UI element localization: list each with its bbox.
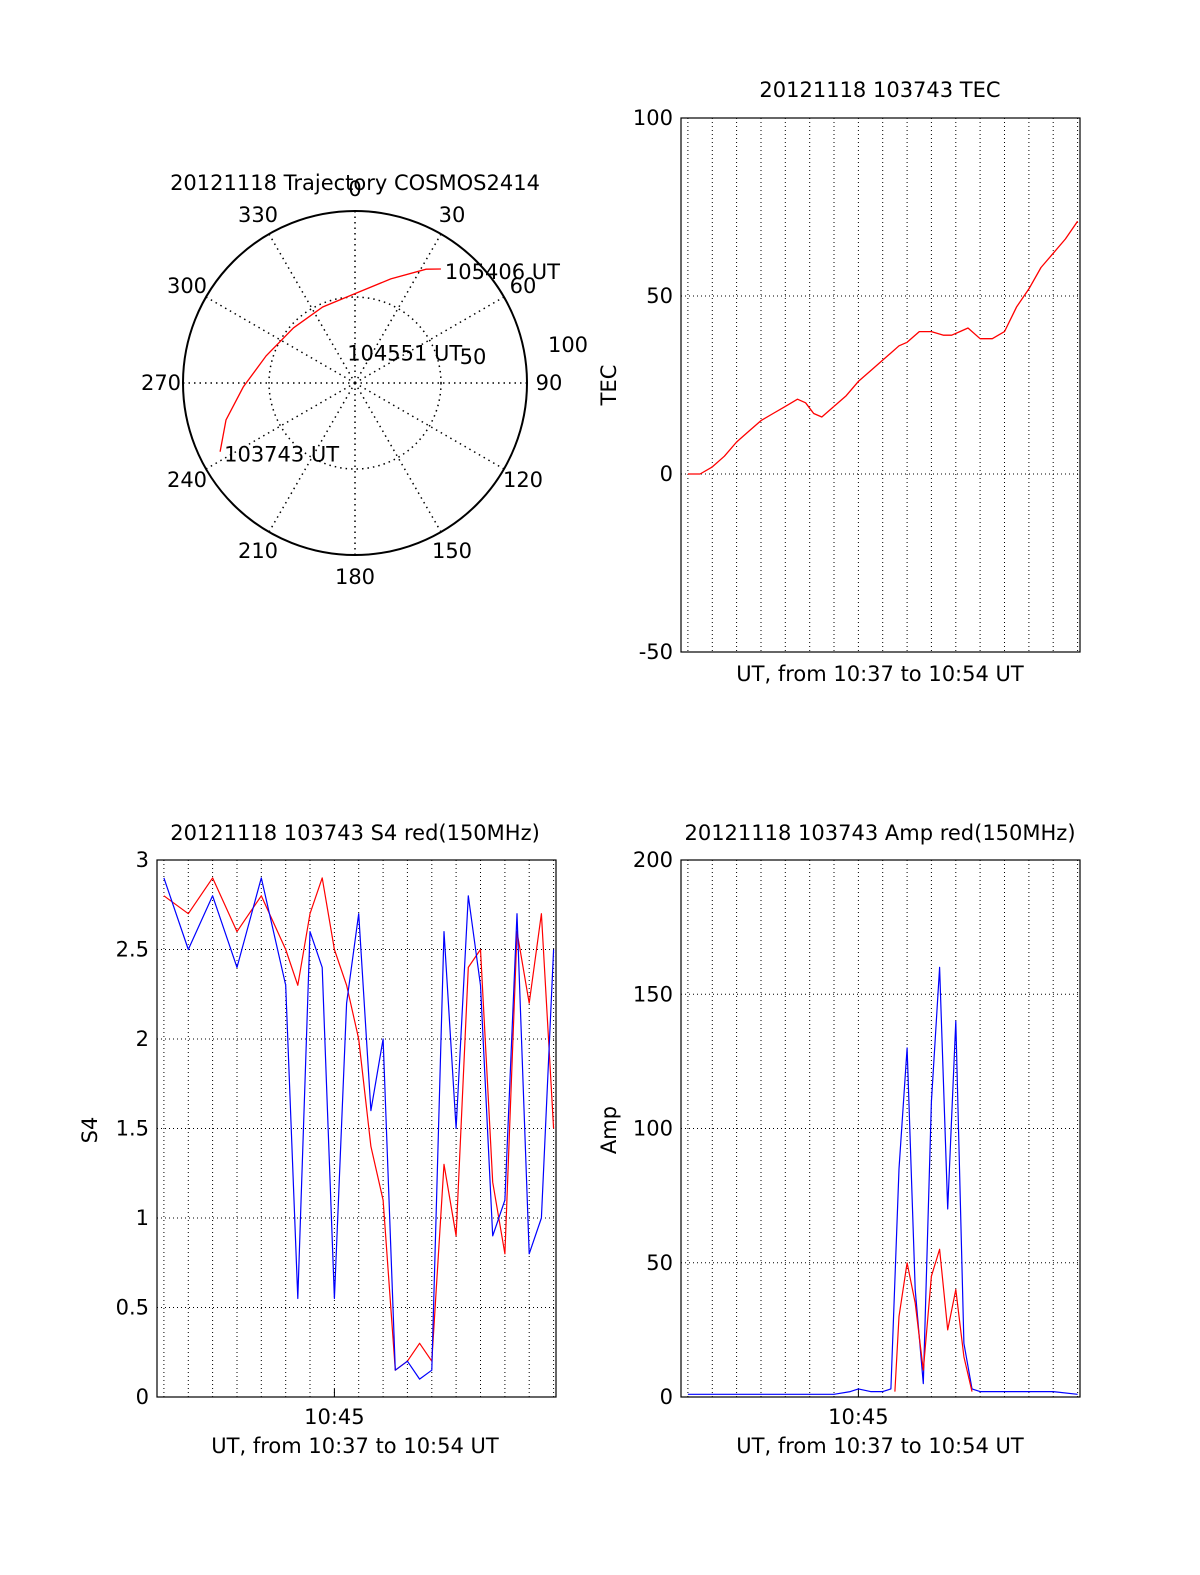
amp-plot: 20121118 103743 Amp red(150MHz) UT, from… bbox=[597, 821, 1081, 1458]
y-tick-label: 2 bbox=[136, 1027, 149, 1051]
plot-frame bbox=[156, 859, 557, 1398]
polar-spoke bbox=[205, 296, 356, 384]
polar-azimuth-label: 300 bbox=[167, 274, 207, 298]
polar-spoke bbox=[268, 382, 356, 533]
polar-spoke bbox=[354, 382, 442, 533]
polar-azimuth-label: 330 bbox=[238, 203, 278, 227]
polar-title: 20121118 Trajectory COSMOS2414 bbox=[170, 171, 540, 195]
y-tick-label: 50 bbox=[646, 1251, 673, 1275]
y-tick-label: 0.5 bbox=[116, 1296, 149, 1320]
series-line bbox=[894, 1248, 973, 1392]
y-tick-label: 100 bbox=[633, 106, 673, 130]
polar-azimuth-label: 120 bbox=[503, 468, 543, 492]
polar-azimuth-label: 30 bbox=[439, 203, 466, 227]
y-tick-label: 1.5 bbox=[116, 1117, 149, 1141]
plot-frame bbox=[680, 859, 1081, 1398]
s4-title: 20121118 103743 S4 red(150MHz) bbox=[170, 821, 540, 845]
y-tick-label: 0 bbox=[660, 462, 673, 486]
s4-ylabel: S4 bbox=[78, 1117, 102, 1144]
x-tick-label: 10:45 bbox=[304, 1405, 365, 1429]
series-line bbox=[687, 220, 1079, 475]
polar-annotation: 105406 UT bbox=[445, 260, 560, 284]
tec-title: 20121118 103743 TEC bbox=[759, 78, 1000, 102]
polar-trajectory bbox=[219, 268, 441, 452]
tec-xlabel: UT, from 10:37 to 10:54 UT bbox=[736, 662, 1024, 686]
amp-xlabel: UT, from 10:37 to 10:54 UT bbox=[736, 1434, 1024, 1458]
polar-trajectory-line bbox=[219, 268, 441, 452]
polar-grid-circle bbox=[268, 296, 442, 470]
y-tick-label: 3 bbox=[136, 848, 149, 872]
polar-spoke bbox=[354, 233, 442, 384]
polar-azimuth-label: 150 bbox=[432, 539, 472, 563]
tec-ylabel: TEC bbox=[597, 365, 621, 407]
s4-xlabel: UT, from 10:37 to 10:54 UT bbox=[211, 1434, 499, 1458]
polar-spoke bbox=[354, 296, 505, 384]
polar-annotation: 103743 UT bbox=[224, 443, 339, 467]
x-tick-label: 10:45 bbox=[828, 1405, 889, 1429]
y-tick-label: 150 bbox=[633, 982, 673, 1006]
y-tick-label: 50 bbox=[646, 284, 673, 308]
polar-annotation: 104551 UT bbox=[347, 342, 462, 366]
polar-spoke bbox=[268, 233, 356, 384]
tec-plot-body: -50 0 50 100 bbox=[633, 106, 1081, 664]
polar-spoke bbox=[205, 382, 356, 470]
y-tick-label: 0 bbox=[660, 1385, 673, 1409]
polar-azimuth-label: 270 bbox=[141, 371, 181, 395]
trajectory-polar-plot: 20121118 Trajectory COSMOS2414 0 30 60 90 12… bbox=[141, 171, 588, 589]
amp-plot-body: 0 50 100 150 200 10:45 bbox=[633, 848, 1081, 1429]
polar-grid bbox=[182, 210, 528, 556]
series-group bbox=[163, 877, 555, 1380]
series-group bbox=[687, 966, 1078, 1395]
y-tick-label: 200 bbox=[633, 848, 673, 872]
polar-spoke bbox=[354, 382, 505, 470]
s4-plot: 20121118 103743 S4 red(150MHz) UT, from … bbox=[78, 821, 557, 1458]
polar-azimuth-label: 240 bbox=[167, 468, 207, 492]
series-line bbox=[163, 877, 555, 1380]
series-group bbox=[687, 220, 1079, 475]
tec-plot: 20121118 103743 TEC UT, from 10:37 to 10… bbox=[597, 78, 1081, 686]
amp-ylabel: Amp bbox=[597, 1106, 621, 1154]
y-tick-label: 100 bbox=[633, 1117, 673, 1141]
y-tick-label: -50 bbox=[639, 640, 673, 664]
y-tick-label: 1 bbox=[136, 1206, 149, 1230]
polar-radial-label: 100 bbox=[548, 333, 588, 357]
polar-azimuth-label: 180 bbox=[335, 565, 375, 589]
polar-azimuth-labels: 0 30 60 90 120 150 180 210 240 270 300 330 bbox=[141, 177, 562, 589]
polar-annotations: 103743 UT 104551 UT 105406 UT bbox=[224, 260, 560, 467]
amp-title: 20121118 103743 Amp red(150MHz) bbox=[684, 821, 1075, 845]
polar-azimuth-label: 0 bbox=[348, 177, 361, 201]
polar-azimuth-label: 210 bbox=[238, 539, 278, 563]
polar-azimuth-label: 60 bbox=[510, 274, 537, 298]
polar-radial-labels: 50 100 bbox=[460, 333, 588, 369]
polar-radial-label: 50 bbox=[460, 345, 487, 369]
polar-azimuth-label: 90 bbox=[536, 371, 563, 395]
y-tick-label: 2.5 bbox=[116, 938, 149, 962]
y-tick-label: 0 bbox=[136, 1385, 149, 1409]
s4-plot-body: 0 0.5 1 1.5 2 2.5 3 10:45 bbox=[116, 848, 557, 1429]
plot-frame bbox=[680, 117, 1081, 653]
